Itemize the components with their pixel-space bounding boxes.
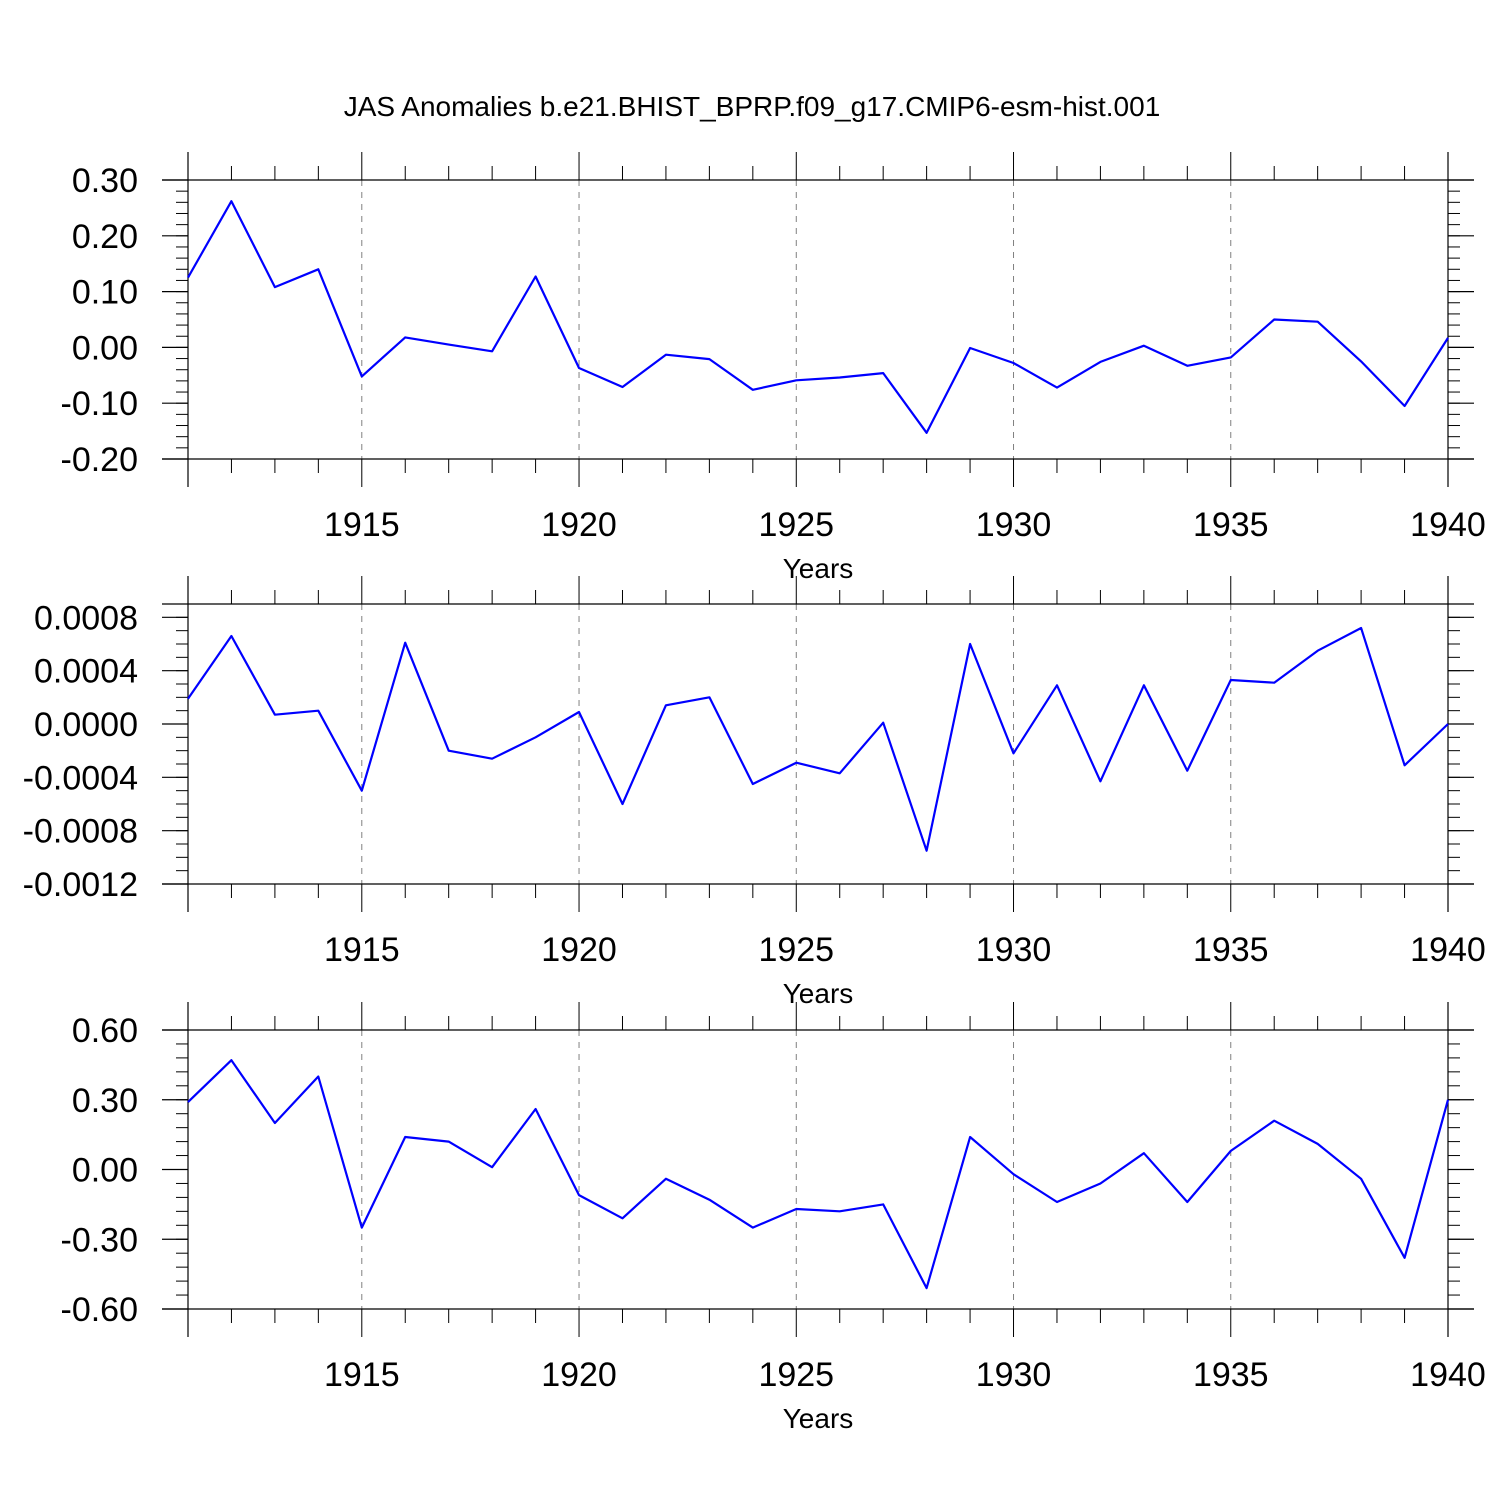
x-tick-label: 1935 [1193, 506, 1269, 544]
y-axis-label-text: Sib Ice Volume 10 [17, 236, 48, 462]
data-series-line [187, 200, 1449, 434]
x-tick-label: 1930 [976, 1356, 1052, 1394]
x-tick-label: 1940 [1410, 931, 1486, 969]
x-tick-label: 1915 [324, 1356, 400, 1394]
y-axis-label-unit: m [17, 186, 48, 217]
y-tick-label: -0.10 [61, 385, 139, 423]
x-tick-label: 1940 [1410, 506, 1486, 544]
x-tick-label: 1930 [976, 931, 1052, 969]
x-tick-label: 1925 [758, 931, 834, 969]
y-tick-label: 0.00 [72, 1152, 138, 1190]
x-axis-label: Years [783, 1403, 854, 1434]
x-tick-label: 1935 [1193, 931, 1269, 969]
panel-1: -0.20 -0.10 0.00 0.10 0.20 0.30 1915 1920 1925 19… [15, 152, 1486, 584]
y-tick-label: 0.00 [72, 329, 138, 367]
panel-3: -0.60 -0.30 0.00 0.30 0.60 1915 1920 1925 1930 19… [15, 1002, 1486, 1434]
y-tick-label: -0.0008 [23, 813, 138, 851]
x-tick-label: 1915 [324, 931, 400, 969]
x-axis-label: Years [783, 553, 854, 584]
panels: -0.20 -0.10 0.00 0.10 0.20 0.30 1915 1920 1925 19… [15, 152, 1486, 1434]
y-axis-label-unit: m [17, 1054, 48, 1085]
x-tick-label: 1940 [1410, 1356, 1486, 1394]
y-tick-label: 0.0000 [34, 706, 138, 744]
data-series-line [187, 1059, 1450, 1290]
x-tick-label: 1915 [324, 506, 400, 544]
data-series-line [187, 626, 1449, 852]
y-tick-label: 0.20 [72, 218, 138, 256]
y-tick-label: 0.30 [72, 1082, 138, 1120]
y-tick-label: -0.60 [61, 1291, 139, 1329]
x-tick-label: 1920 [541, 931, 617, 969]
x-tick-label: 1920 [541, 1356, 617, 1394]
y-axis-label-unit-exponent: 3 [15, 177, 34, 186]
y-axis-label: Sib Ice Area 1012 m2 [15, 1045, 48, 1294]
x-tick-label: 1925 [758, 506, 834, 544]
y-tick-label: -0.0012 [23, 866, 138, 904]
y-tick-label: 0.0004 [34, 653, 138, 691]
y-axis-label-exponent: 13 [15, 626, 34, 645]
chart-title: JAS Anomalies b.e21.BHIST_BPRP.f09_g17.C… [344, 91, 1161, 122]
y-tick-label: -0.0004 [23, 759, 138, 797]
x-tick-label: 1930 [976, 506, 1052, 544]
y-axis-label-unit-exponent: 2 [15, 1045, 34, 1054]
y-tick-label: 0.60 [72, 1012, 138, 1050]
x-tick-label: 1935 [1193, 1356, 1269, 1394]
y-axis-label-exponent: 13 [15, 217, 34, 236]
y-tick-label: -0.30 [61, 1221, 139, 1259]
y-tick-label: 0.10 [72, 274, 138, 312]
y-tick-label: 0.0008 [34, 599, 138, 637]
y-tick-label: 0.30 [72, 162, 138, 200]
x-axis-label: Years [783, 978, 854, 1009]
panel-2: -0.0012-0.0008-0.00040.00000.00040.00081… [15, 576, 1486, 1009]
x-tick-label: 1925 [758, 1356, 834, 1394]
y-axis-label-text: Sib Ice Area 10 [17, 1104, 48, 1294]
y-axis-label-unit-exponent: 3 [15, 585, 34, 594]
y-axis-label: Sib Ice Volume 1013 m3 [15, 177, 48, 462]
x-tick-label: 1920 [541, 506, 617, 544]
y-axis-label-exponent: 12 [15, 1085, 34, 1104]
y-tick-label: -0.20 [61, 441, 139, 479]
